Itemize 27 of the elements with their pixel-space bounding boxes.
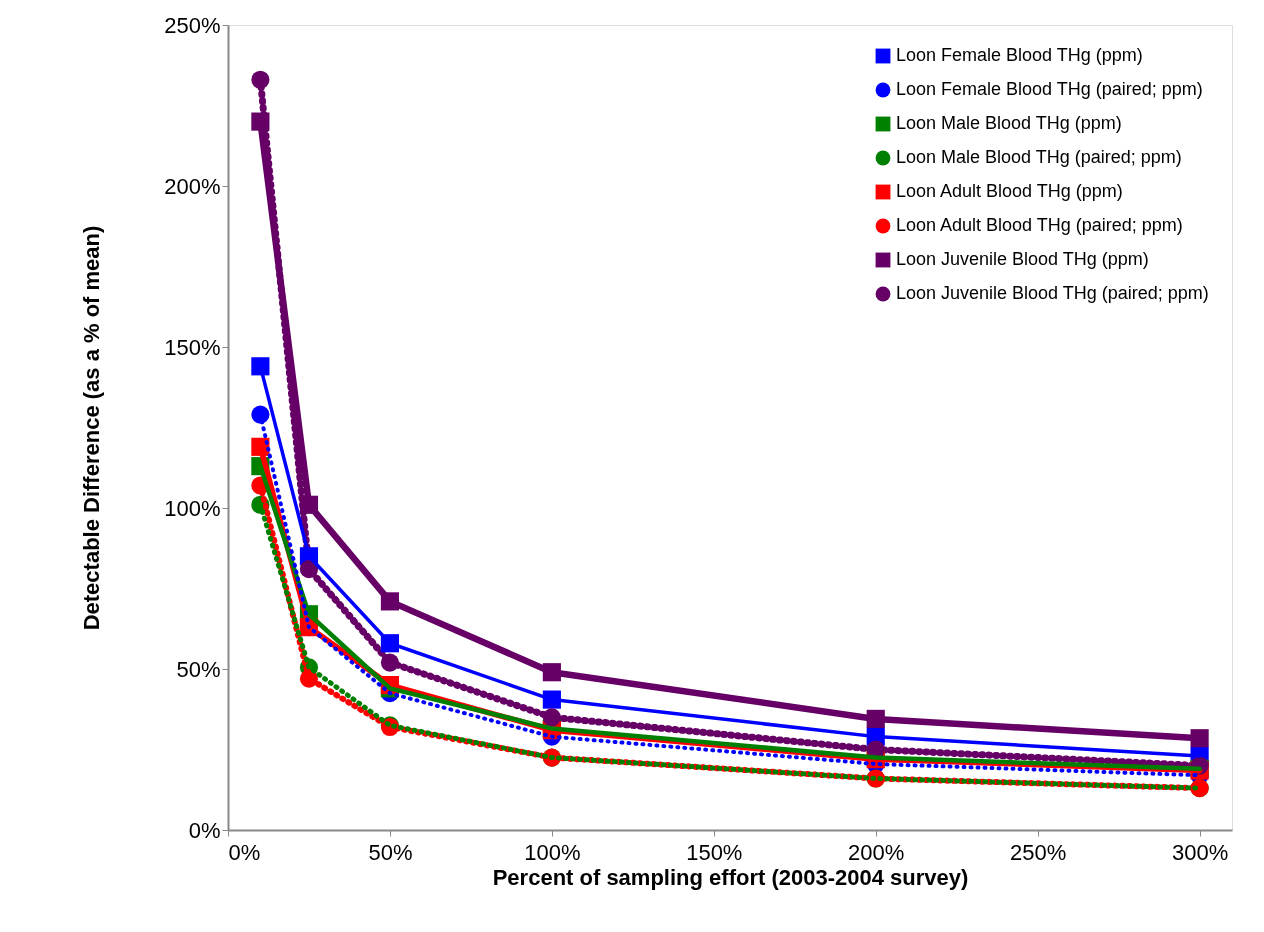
y-tick-label: 100%	[164, 495, 221, 521]
y-tick-label: 200%	[164, 173, 221, 199]
y-tick-label: 150%	[164, 334, 221, 360]
legend-label: Loon Female Blood THg (paired; ppm)	[896, 79, 1203, 99]
x-tick-label: 100%	[524, 839, 581, 865]
legend-label: Loon Female Blood THg (ppm)	[896, 45, 1143, 65]
x-axis-title: Percent of sampling effort (2003-2004 survey)	[492, 864, 969, 890]
legend-label: Loon Adult Blood THg (paired; ppm)	[896, 215, 1183, 235]
legend-label: Loon Juvenile Blood THg (paired; ppm)	[896, 283, 1209, 303]
legend-label: Loon Juvenile Blood THg (ppm)	[896, 249, 1149, 269]
legend-label: Loon Adult Blood THg (ppm)	[896, 181, 1123, 201]
x-tick-label: 250%	[1010, 839, 1067, 865]
y-axis-title: Detectable Difference (as a % of mean)	[79, 225, 105, 631]
legend-label: Loon Male Blood THg (paired; ppm)	[896, 147, 1182, 167]
point	[299, 560, 319, 579]
x-tick-label: 300%	[1171, 839, 1229, 865]
legend-label: Loon Male Blood THg (ppm)	[896, 113, 1122, 133]
point	[251, 70, 270, 89]
x-tick-label: 50%	[368, 839, 413, 865]
y-tick-label: 0%	[188, 817, 221, 843]
y-tick-label: 250%	[164, 12, 221, 38]
point	[380, 653, 400, 672]
x-tick-label: 200%	[848, 839, 905, 865]
point	[542, 708, 561, 727]
x-tick-label: 0%	[228, 839, 261, 865]
x-tick-label: 150%	[686, 839, 743, 865]
y-tick-label: 50%	[176, 656, 221, 682]
